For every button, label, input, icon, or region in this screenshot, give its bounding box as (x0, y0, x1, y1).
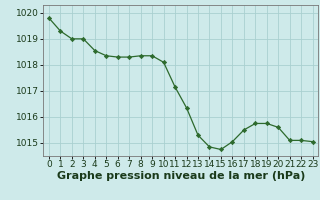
X-axis label: Graphe pression niveau de la mer (hPa): Graphe pression niveau de la mer (hPa) (57, 171, 305, 181)
